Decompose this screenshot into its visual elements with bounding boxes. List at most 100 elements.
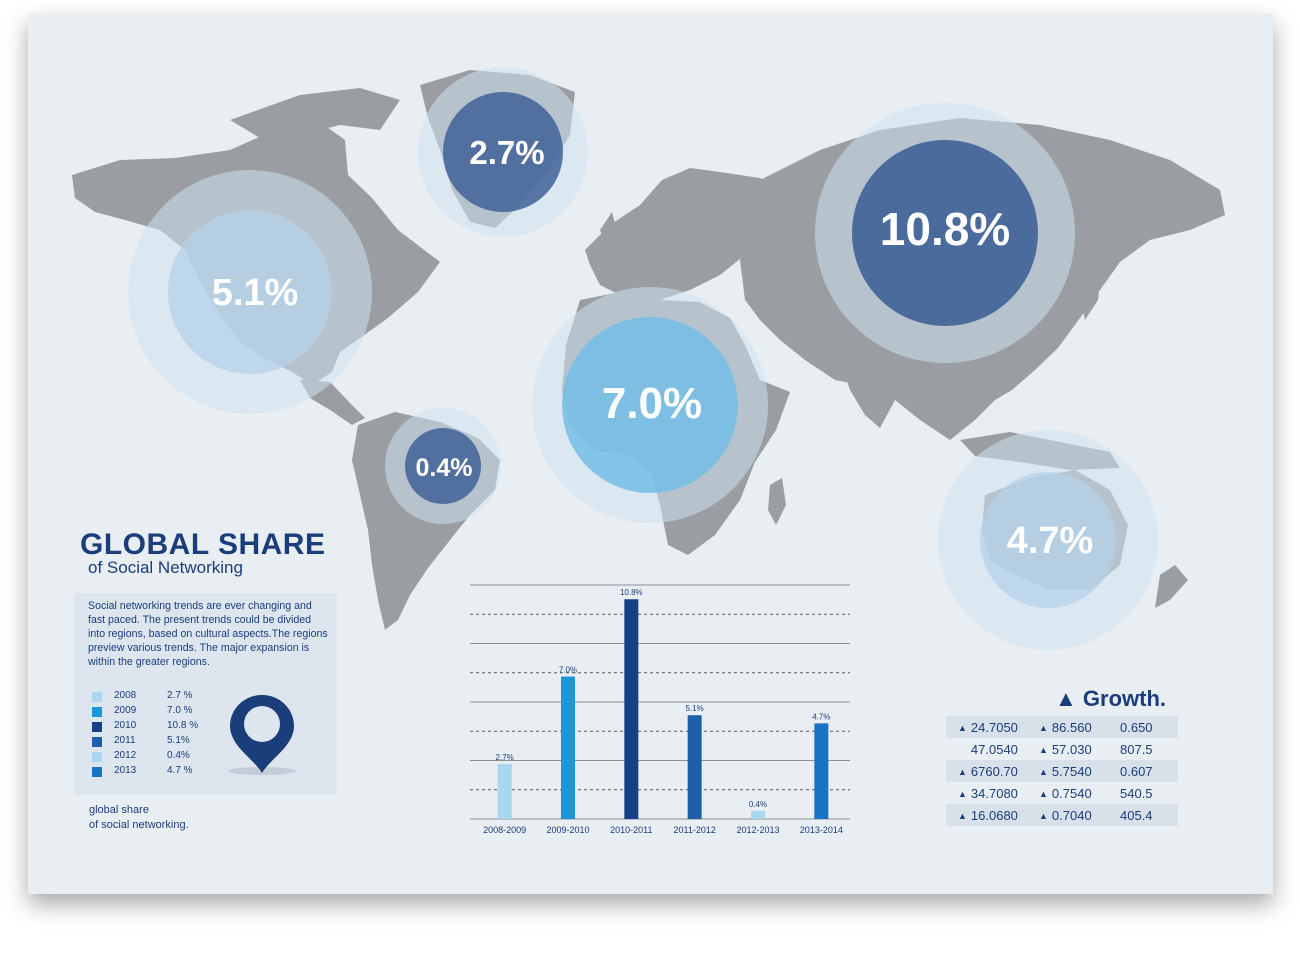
legend-year: 2008 xyxy=(114,690,137,701)
legend: 2008 2.7 % 2009 7.0 % 2010 10.8 % 2011 5.1% … xyxy=(92,689,212,779)
growth-value: 24.7050 xyxy=(970,720,1018,735)
bubble-africa: 7.0% xyxy=(532,287,768,523)
growth-cell: ▲ 5.7540 xyxy=(1039,764,1092,779)
triangle-up-icon: ▲ xyxy=(958,723,967,733)
x-tick-label: 2012-2013 xyxy=(736,825,779,835)
page-title: GLOBAL SHARE xyxy=(80,528,326,561)
footnote-line-2: of social networking. xyxy=(89,819,189,831)
triangle-up-icon: ▲ xyxy=(1039,789,1048,799)
growth-value: 540.5 xyxy=(1120,786,1153,801)
legend-year: 2010 xyxy=(114,720,137,731)
land-uk xyxy=(600,212,618,248)
growth-cell: ▲ 34.7080 xyxy=(958,786,1018,801)
footnote-line-1: global share xyxy=(89,804,149,816)
legend-value: 2.7 % xyxy=(167,690,193,701)
map-pin-icon xyxy=(228,695,296,775)
growth-cell: 405.4 xyxy=(1120,808,1153,823)
bubble-label-africa: 7.0% xyxy=(602,379,702,428)
legend-year: 2013 xyxy=(114,765,137,776)
growth-row: ▲ 16.0680 ▲ 0.7040 405.4 xyxy=(946,804,1178,826)
legend-item: 2008 2.7 % xyxy=(92,689,212,704)
bar-2013-2014 xyxy=(814,723,829,819)
bubble-greenland: 2.7% xyxy=(418,67,588,237)
growth-row: ▲ 24.7050 ▲ 86.560 0.650 xyxy=(946,716,1178,738)
growth-table: ▲24.7050▲86.5600.650▲47.0540▲57.030807.5… xyxy=(946,716,1178,826)
growth-cell: ▲ 6760.70 xyxy=(958,764,1018,779)
growth-value: 16.0680 xyxy=(970,808,1018,823)
bar-2008-2009 xyxy=(497,764,512,819)
legend-item: 2013 4.7 % xyxy=(92,764,212,779)
bar-value-label: 4.7% xyxy=(812,712,830,721)
legend-value: 5.1% xyxy=(167,735,190,746)
growth-cell: ▲47.0540 xyxy=(958,742,1018,757)
legend-year: 2011 xyxy=(114,735,136,746)
footnote: global share of social networking. xyxy=(89,803,189,833)
growth-value: 405.4 xyxy=(1120,808,1153,823)
triangle-up-icon: ▲ xyxy=(1039,745,1048,755)
growth-cell: 0.650 xyxy=(1120,720,1153,735)
growth-value: 6760.70 xyxy=(970,764,1018,779)
bar-2011-2012 xyxy=(687,715,702,819)
legend-value: 10.8 % xyxy=(167,720,199,731)
legend-item: 2010 10.8 % xyxy=(92,719,212,734)
triangle-up-icon: ▲ xyxy=(958,767,967,777)
growth-cell: 540.5 xyxy=(1120,786,1153,801)
legend-item: 2011 5.1% xyxy=(92,734,212,749)
growth-value: 34.7080 xyxy=(970,786,1018,801)
bar-value-label: 0.4% xyxy=(749,800,767,809)
legend-value: 4.7 % xyxy=(167,765,193,776)
growth-cell: 0.607 xyxy=(1120,764,1153,779)
x-tick-label: 2011-2012 xyxy=(673,825,715,835)
x-tick-label: 2013-2014 xyxy=(800,825,843,835)
growth-value: 0.650 xyxy=(1120,720,1153,735)
growth-value: 0.607 xyxy=(1120,764,1153,779)
bubble-label-north-america: 5.1% xyxy=(212,272,299,314)
bubble-label-south-america: 0.4% xyxy=(416,454,473,482)
bar-2010-2011 xyxy=(624,599,639,819)
growth-cell: ▲ 16.0680 xyxy=(958,808,1018,823)
growth-value: 0.7540 xyxy=(1051,786,1092,801)
bar-2009-2010 xyxy=(561,676,575,819)
growth-cell: ▲ 0.7540 xyxy=(1039,786,1092,801)
triangle-up-icon: ▲ xyxy=(958,811,967,821)
bubble-australia: 4.7% xyxy=(938,430,1158,650)
info-box: Social networking trends are ever changi… xyxy=(74,593,337,795)
triangle-up-icon: ▲ xyxy=(1039,811,1048,821)
bubble-label-australia: 4.7% xyxy=(1007,520,1094,562)
bubble-label-asia: 10.8% xyxy=(880,203,1010,255)
legend-swatch xyxy=(92,752,102,762)
legend-swatch xyxy=(92,767,102,777)
growth-value: 0.7040 xyxy=(1051,808,1092,823)
legend-year: 2012 xyxy=(114,750,137,761)
bubble-label-greenland: 2.7% xyxy=(469,134,544,171)
x-tick-label: 2009-2010 xyxy=(546,825,589,835)
land-canada-islands xyxy=(230,88,400,138)
growth-row: ▲ 34.7080 ▲ 0.7540 540.5 xyxy=(946,782,1178,804)
growth-cell: 807.5 xyxy=(1120,742,1153,757)
growth-title-text: Growth. xyxy=(1082,686,1167,711)
bar-value-label: 5.1% xyxy=(686,704,704,713)
growth-value: 86.560 xyxy=(1051,720,1092,735)
land-new-zealand xyxy=(1155,565,1188,608)
legend-swatch xyxy=(92,722,102,732)
land-europe xyxy=(585,168,790,300)
growth-cell: ▲ 0.7040 xyxy=(1039,808,1092,823)
x-tick-label: 2008-2009 xyxy=(483,825,526,835)
growth-cell: ▲ 86.560 xyxy=(1039,720,1092,735)
bar-2012-2013 xyxy=(751,810,765,819)
bar-value-label: 2.7% xyxy=(496,753,514,762)
legend-item: 2009 7.0 % xyxy=(92,704,212,719)
legend-swatch xyxy=(92,707,102,717)
growth-value: 807.5 xyxy=(1120,742,1153,757)
bubble-south-america: 0.4% xyxy=(385,408,501,524)
bubble-asia: 10.8% xyxy=(815,103,1075,363)
growth-cell: ▲ 24.7050 xyxy=(958,720,1018,735)
triangle-up-icon: ▲ xyxy=(1039,767,1048,777)
page-subtitle: of Social Networking xyxy=(88,558,243,577)
legend-value: 7.0 % xyxy=(167,705,193,716)
legend-swatch xyxy=(92,737,102,747)
land-madagascar xyxy=(768,478,786,525)
growth-value: 57.030 xyxy=(1051,742,1092,757)
growth-cell: ▲ 57.030 xyxy=(1039,742,1092,757)
